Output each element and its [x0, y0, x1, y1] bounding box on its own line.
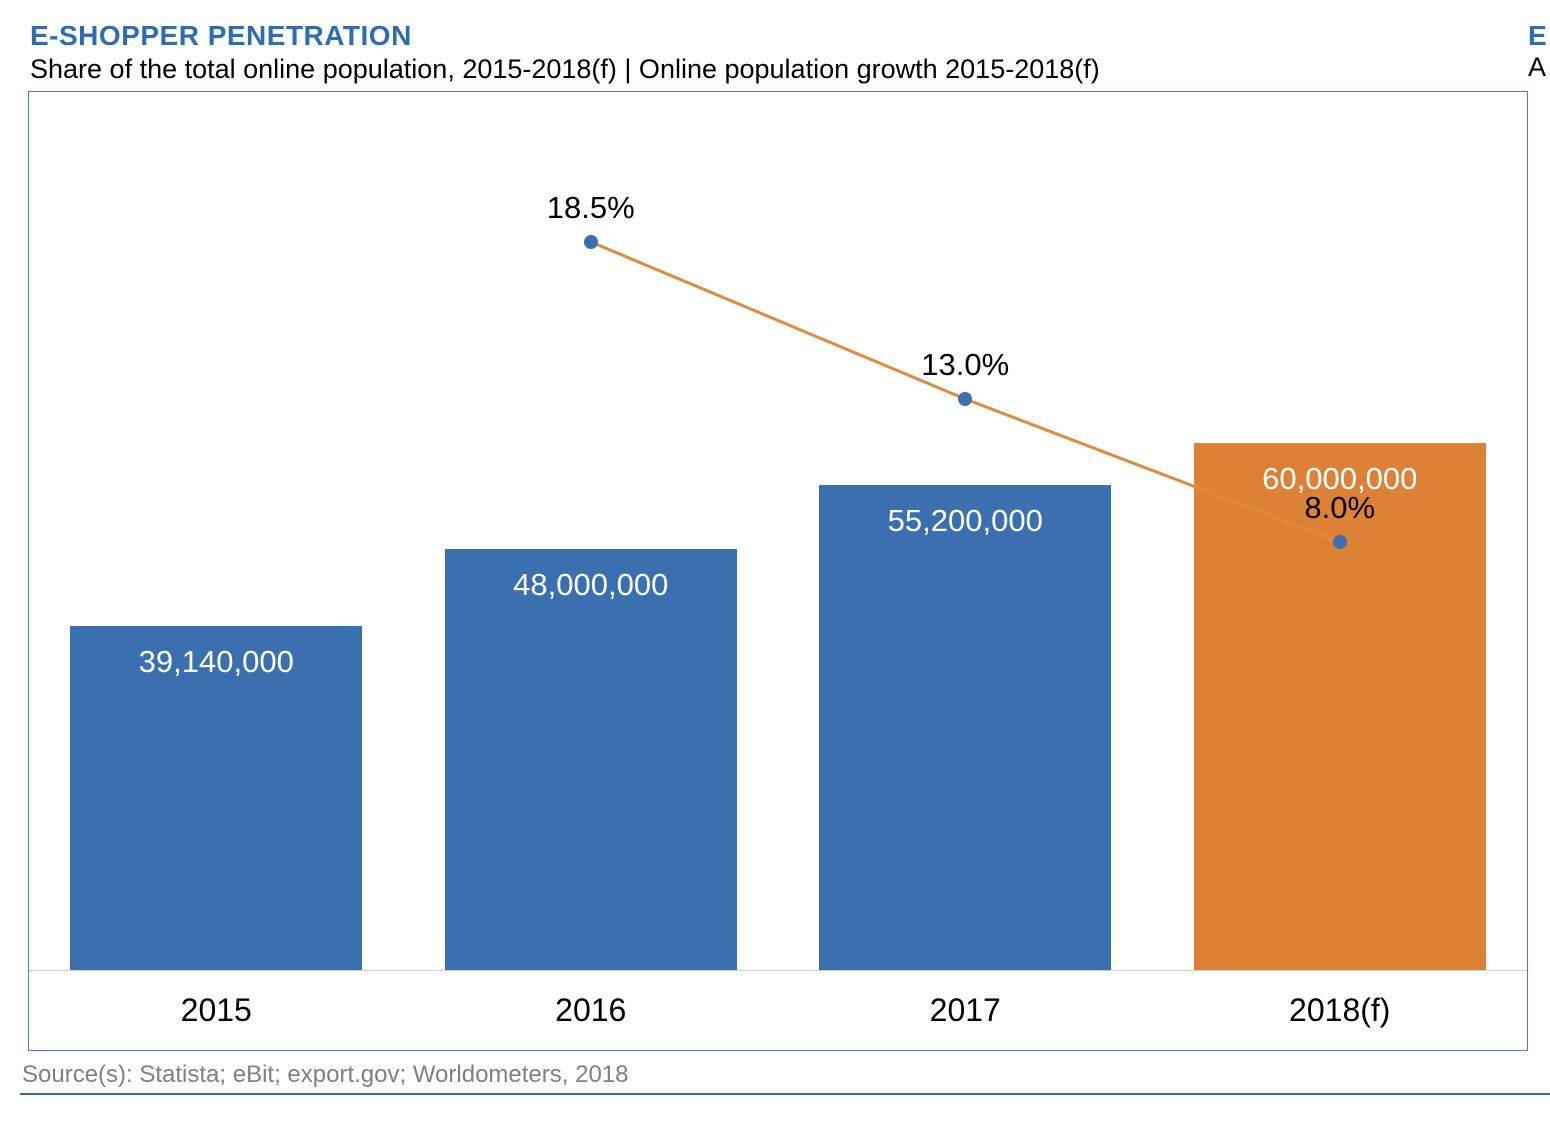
adjacent-chart-cutoff: E A — [1528, 20, 1550, 83]
line-marker — [958, 392, 972, 406]
line-marker — [1333, 535, 1347, 549]
title-text: E-SHOPPER PENETRATION — [30, 20, 412, 51]
line-value-label: 8.0% — [1304, 490, 1375, 532]
chart-frame: 39,140,00048,000,00055,200,00060,000,000… — [28, 91, 1528, 1051]
cutoff-title: E — [1528, 20, 1550, 52]
cutoff-subtitle: A — [1528, 52, 1550, 83]
plot-area: 39,140,00048,000,00055,200,00060,000,000… — [29, 92, 1527, 970]
x-axis: 2015201620172018(f) — [29, 970, 1527, 1050]
growth-line — [29, 92, 1527, 970]
chart-subtitle: Share of the total online population, 20… — [30, 54, 1530, 85]
line-marker — [584, 235, 598, 249]
source-text: Source(s): Statista; eBit; export.gov; W… — [22, 1061, 1530, 1089]
x-axis-label: 2016 — [404, 970, 779, 1050]
line-value-label: 18.5% — [547, 190, 635, 232]
line-value-label: 13.0% — [921, 347, 1009, 389]
x-axis-label: 2017 — [778, 970, 1153, 1050]
x-axis-label: 2018(f) — [1153, 970, 1528, 1050]
bottom-rule — [20, 1093, 1550, 1095]
x-axis-label: 2015 — [29, 970, 404, 1050]
chart-title: E-SHOPPER PENETRATION — [30, 20, 1530, 52]
